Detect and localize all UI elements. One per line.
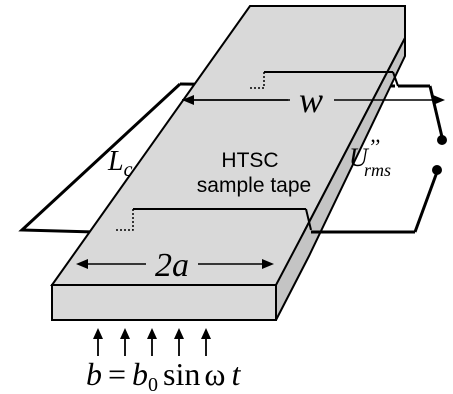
field-arrow — [93, 328, 103, 356]
tape-width-label: 2a — [155, 247, 189, 284]
width-label: w — [299, 80, 323, 120]
terminal-top — [437, 135, 447, 145]
sample-tape — [50, 5, 406, 321]
sample-label-line2: sample tape — [197, 174, 311, 197]
field-arrow — [174, 328, 184, 356]
field-arrow — [147, 328, 157, 356]
pickup-coil-front — [311, 84, 447, 234]
terminal-bottom — [432, 165, 442, 175]
field-arrows — [93, 328, 211, 356]
field-equation: b = b0 sin ω t — [86, 356, 241, 394]
width-dimension: w — [182, 80, 445, 120]
field-arrow — [120, 328, 130, 356]
tape-width-dimension: 2a — [76, 247, 274, 284]
tape-front-face — [51, 284, 277, 321]
field-arrow — [201, 328, 211, 356]
voltage-label: U’’ rms — [349, 134, 391, 180]
sample-label-line1: HTSC — [221, 149, 278, 172]
coil-length-label: Lc — [107, 146, 133, 181]
